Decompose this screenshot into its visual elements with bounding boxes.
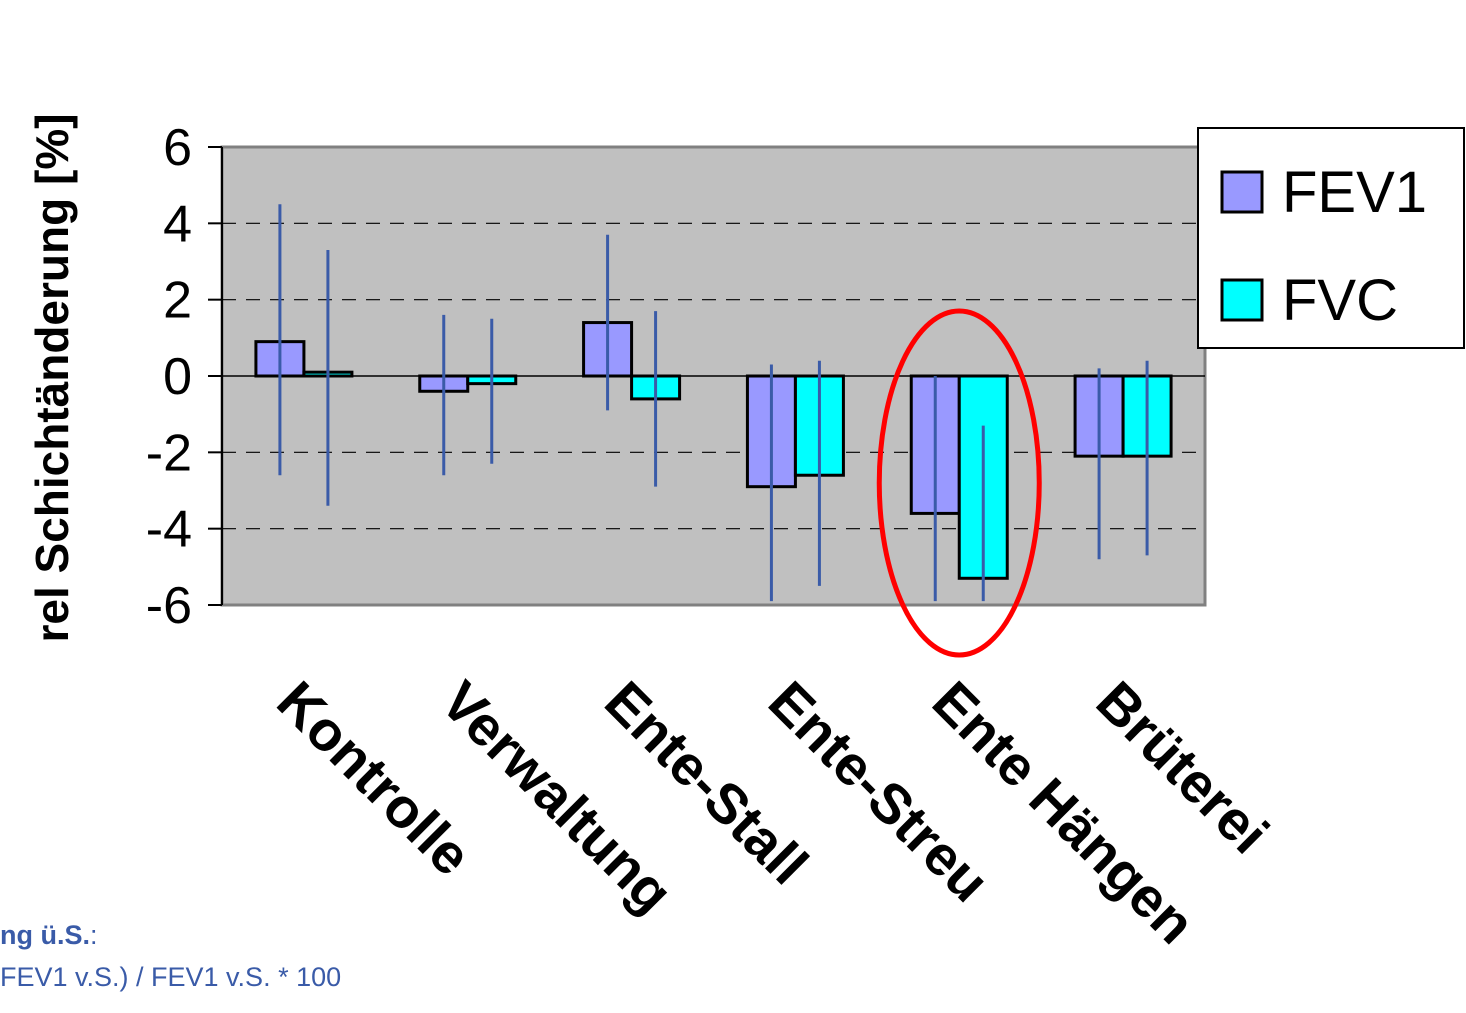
y-tick-label: 0 — [163, 348, 192, 406]
legend-swatch-fev1 — [1220, 170, 1264, 214]
highlight-ellipse-shape — [876, 308, 1042, 658]
footnote-title: ng ü.S.: — [0, 920, 98, 951]
footnote-title-bold: ng ü.S. — [0, 920, 90, 950]
legend-label-fev1: FEV1 — [1282, 160, 1427, 225]
plot-area — [220, 145, 1207, 607]
y-tick-label: 6 — [163, 119, 192, 177]
y-axis: 6 4 2 0 -2 -4 -6 — [146, 119, 223, 635]
highlight-ellipse — [876, 308, 1042, 658]
y-tick-label: -4 — [146, 501, 192, 559]
x-axis: KontrolleVerwaltungEnte-StallEnte-StreuE… — [265, 669, 1281, 956]
legend-label-fvc: FVC — [1282, 268, 1398, 333]
footnote-formula: FEV1 v.S.) / FEV1 v.S. * 100 — [0, 962, 342, 992]
y-axis-label: rel Schichtänderung [%] — [26, 113, 78, 642]
y-tick-label: -2 — [146, 424, 192, 482]
footnote-title-colon: : — [90, 920, 98, 950]
y-tick-label: -6 — [146, 577, 192, 635]
error-bars — [278, 204, 1149, 602]
legend-swatch-fvc — [1220, 278, 1264, 322]
y-tick-label: 2 — [163, 272, 192, 330]
y-tick-label: 4 — [163, 195, 192, 253]
legend: FEV1 FVC — [1197, 127, 1465, 349]
